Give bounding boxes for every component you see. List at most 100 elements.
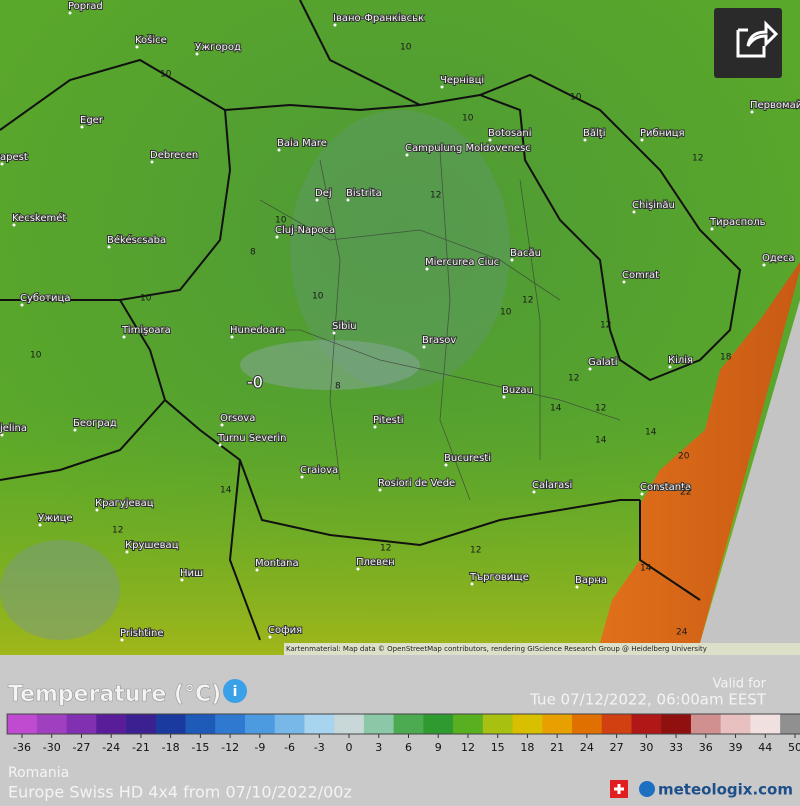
temperature-label: 18 <box>720 353 732 363</box>
city-dot <box>107 245 111 249</box>
share-icon[interactable] <box>736 20 779 58</box>
color-bar-segment <box>542 714 573 734</box>
city-label: Кілія <box>668 354 693 366</box>
city-dot <box>405 153 409 157</box>
color-bar-tick-label: -30 <box>43 741 61 754</box>
temperature-label: 12 <box>430 191 441 201</box>
city-dot <box>0 162 4 166</box>
city-label: Timişoara <box>121 325 171 336</box>
city-dot <box>38 523 42 527</box>
city-dot <box>488 138 492 142</box>
temperature-label: 14 <box>645 428 657 438</box>
city-label: apest <box>0 152 28 163</box>
valid-time: Tue 07/12/2022, 06:00am EEST <box>529 691 767 709</box>
city-label: Плевен <box>356 557 395 568</box>
color-bar-tick-label: 3 <box>375 741 382 754</box>
city-dot <box>444 463 448 467</box>
city-dot <box>502 395 506 399</box>
color-bar-segment <box>512 714 543 734</box>
city-dot <box>95 508 99 512</box>
color-bar-segment <box>215 714 246 734</box>
city-label: Galati <box>588 357 617 368</box>
color-bar-tick-label: -21 <box>132 741 150 754</box>
city-label: Первомайськ <box>750 100 800 111</box>
temperature-label: 12 <box>600 321 611 331</box>
city-label: Pitesti <box>373 415 404 426</box>
city-label: Constanta <box>640 482 691 493</box>
temperature-label: 14 <box>595 436 607 446</box>
city-dot <box>378 488 382 492</box>
city-label: Košice <box>135 34 167 46</box>
city-label: Ужгород <box>195 42 241 53</box>
color-bar-tick-label: 18 <box>520 741 534 754</box>
city-dot <box>333 23 337 27</box>
city-dot <box>12 223 16 227</box>
city-dot <box>20 303 24 307</box>
city-label: Тирасполь <box>709 217 766 228</box>
color-bar-tick-label: -15 <box>191 741 209 754</box>
color-bar-segment <box>720 714 751 734</box>
city-label: Bacău <box>510 248 541 259</box>
attribution: Kartenmaterial: Map data © OpenStreetMap… <box>286 645 707 653</box>
city-label: Ужице <box>38 513 73 524</box>
model: Europe Swiss HD 4x4 from 07/10/2022/00z <box>8 783 352 802</box>
city-dot <box>180 578 184 582</box>
color-bar-segment <box>185 714 216 734</box>
color-bar-tick-label: -24 <box>102 741 120 754</box>
color-bar: -36 -30 -27 -24 -21 -18 -15 -12 -9 -6 -3 0 3 6 9 12 15 18… <box>6 713 800 754</box>
valid-label: Valid for <box>713 677 767 692</box>
city-label: Békéscsaba <box>107 234 166 246</box>
temperature-label: 10 <box>462 114 474 124</box>
color-bar-segment <box>661 714 692 734</box>
city-label: Bistrita <box>346 188 382 199</box>
city-dot <box>710 227 714 231</box>
city-dot <box>640 138 644 142</box>
city-dot <box>80 125 84 129</box>
min-label: -0 <box>247 373 263 392</box>
color-bar-tick-label: -3 <box>314 741 325 754</box>
temperature-label: 14 <box>640 564 652 574</box>
color-bar-segment <box>36 714 68 734</box>
city-label: Ниш <box>180 568 203 579</box>
city-label: Рибниця <box>640 128 685 139</box>
borders <box>0 0 742 641</box>
map <box>0 0 800 655</box>
color-bar-tick-label: 15 <box>491 741 505 754</box>
color-bar-segment <box>155 714 187 734</box>
color-bar-tick-label: 21 <box>550 741 564 754</box>
color-bar-tick-label: 6 <box>405 741 412 754</box>
temperature-label: 14 <box>550 404 562 414</box>
info-icon[interactable] <box>223 679 247 703</box>
city-label: jelina <box>0 423 27 434</box>
city-label: Turnu Severin <box>217 433 287 444</box>
color-bar-tick-label: -36 <box>13 741 31 754</box>
color-bar-tick-label: 50 <box>788 741 800 754</box>
color-bar-segment <box>304 714 335 734</box>
city-label: Bucuresti <box>444 453 491 464</box>
black-sea <box>600 262 800 643</box>
city-label: Botosani <box>488 128 531 139</box>
city-label: Calarasi <box>532 480 572 491</box>
city-dot <box>268 635 272 639</box>
city-label: Bălţi <box>583 128 605 139</box>
city-dot <box>425 267 429 271</box>
city-dot <box>275 235 279 239</box>
color-bar-segment <box>363 714 395 734</box>
info-glyph[interactable]: i <box>233 684 238 700</box>
share-button[interactable] <box>714 8 782 78</box>
city-dot <box>575 585 579 589</box>
color-bar-tick-label: 36 <box>699 741 713 754</box>
city-dot <box>135 45 139 49</box>
color-bar-segment <box>750 714 781 734</box>
legend-title: Temperature (°C) <box>8 682 221 707</box>
color-bar-segment <box>631 714 662 734</box>
color-bar-segment <box>601 714 632 734</box>
temperature-label: 10 <box>570 93 582 103</box>
color-bar-segment <box>274 714 305 734</box>
city-dot <box>532 490 536 494</box>
city-dot <box>640 492 644 496</box>
color-bar-tick-label: 27 <box>610 741 624 754</box>
city-dot <box>332 331 336 335</box>
city-label: Івано-Франківськ <box>333 12 424 24</box>
city-label: Montana <box>255 558 299 569</box>
